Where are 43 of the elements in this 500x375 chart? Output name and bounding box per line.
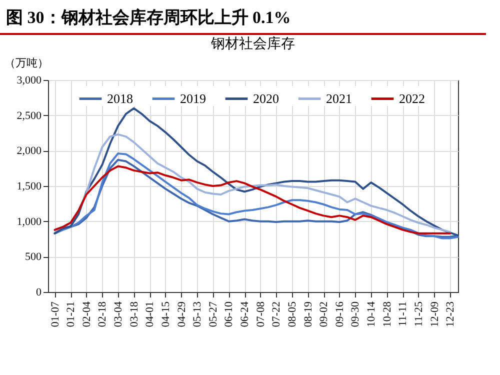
y-tick-label: 2,500 — [16, 110, 42, 122]
y-tick-label: 500 — [25, 251, 42, 264]
x-tick-label: 10-14 — [366, 301, 378, 328]
x-tick-label: 11-11 — [397, 302, 410, 326]
x-tick-label: 01-21 — [65, 302, 78, 328]
x-tick-label: 09-30 — [350, 301, 362, 328]
x-tick-label: 07-08 — [254, 301, 267, 328]
x-tick-label: 12-23 — [444, 301, 457, 328]
x-tick-label: 12-09 — [428, 301, 441, 328]
x-tick-label: 03-04 — [112, 301, 125, 328]
x-tick-label: 06-24 — [239, 301, 252, 328]
y-tick-label: 1,500 — [16, 180, 42, 192]
y-tick-label: 1,000 — [16, 216, 42, 228]
chart-title: 图 30：钢材社会库存周环比上升 0.1% — [0, 0, 486, 35]
x-tick-label: 07-22 — [270, 302, 283, 328]
x-tick-label: 02-18 — [96, 301, 109, 328]
x-tick-label: 04-01 — [144, 302, 156, 328]
x-tick-label: 09-02 — [318, 302, 330, 328]
y-tick-label: 3,000 — [16, 74, 42, 86]
x-tick-label: 08-19 — [302, 301, 314, 328]
x-tick-label: 08-05 — [286, 301, 298, 328]
legend-label: 2018 — [107, 90, 133, 106]
y-axis-title: （万吨） — [4, 56, 48, 70]
y-tick-label: 2,000 — [16, 145, 42, 158]
x-tick-label: 05-27 — [207, 301, 220, 328]
x-tick-label: 02-04 — [80, 301, 93, 328]
x-tick-label: 09-16 — [334, 301, 346, 328]
legend-label: 2021 — [326, 90, 352, 106]
x-tick-label: 04-15 — [160, 301, 172, 328]
legend-label: 2022 — [399, 90, 425, 106]
x-tick-label: 11-25 — [412, 301, 425, 327]
y-tick-label: 0 — [36, 286, 42, 298]
legend-label: 2020 — [253, 90, 279, 106]
x-tick-label: 10-28 — [381, 301, 394, 328]
x-tick-label: 04-29 — [176, 301, 188, 328]
x-tick-label: 06-10 — [223, 301, 236, 328]
legend-label: 2019 — [180, 90, 206, 106]
line-series — [54, 107, 459, 236]
x-tick-label: 01-07 — [49, 301, 62, 328]
chart-subtitle: 钢材社会库存 — [210, 36, 295, 52]
line-series — [54, 133, 452, 233]
x-tick-label: 05-13 — [192, 301, 204, 328]
x-tick-label: 03-18 — [128, 301, 140, 328]
